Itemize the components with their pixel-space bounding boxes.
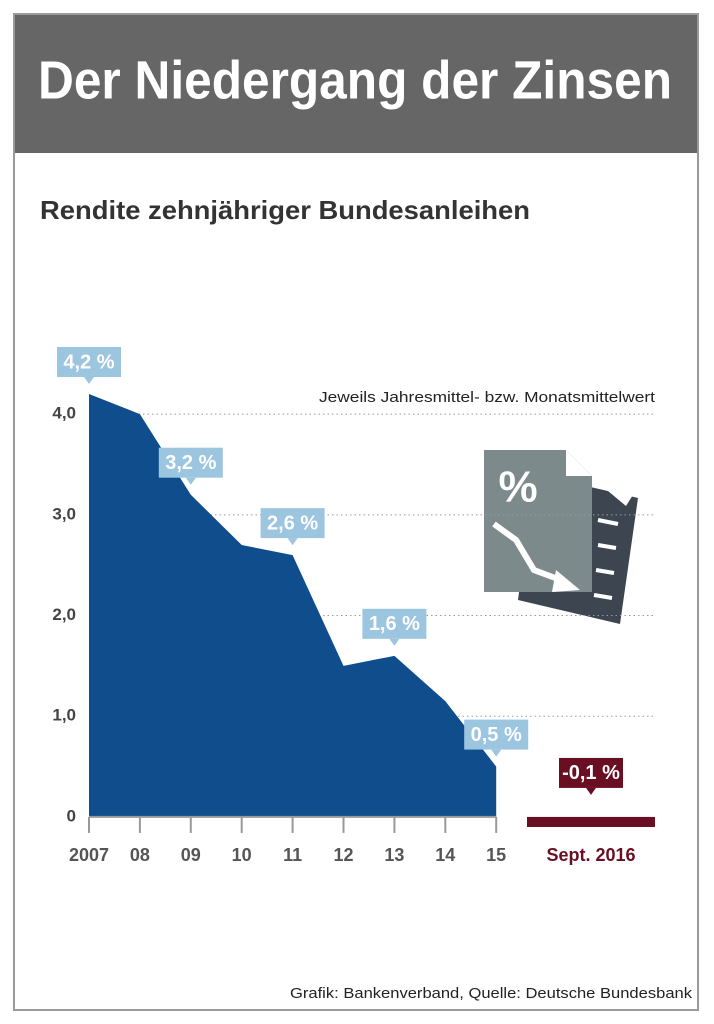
x-tick-label: 2007 <box>69 845 109 865</box>
value-label: 1,6 % <box>369 613 420 635</box>
annotation: Jeweils Jahresmittel- bzw. Monatsmittelw… <box>319 389 656 406</box>
icon-lines <box>593 518 619 600</box>
x-tick-label: 11 <box>283 845 302 865</box>
highlight-category: Sept. 2016 <box>546 845 635 865</box>
x-tick-label: 15 <box>486 845 506 865</box>
x-tick-label: 08 <box>130 845 150 865</box>
value-label-box <box>158 447 223 478</box>
x-tick-label: 14 <box>435 845 455 865</box>
value-label-box <box>362 608 427 639</box>
icon-arrowhead <box>552 570 580 592</box>
icon-fold <box>566 450 592 476</box>
value-label-box <box>464 719 529 750</box>
icon-fold <box>590 476 636 506</box>
source: Grafik: Bankenverband, Quelle: Deutsche … <box>290 985 693 1002</box>
value-label-box <box>559 757 623 788</box>
value-label: 0,5 % <box>471 724 522 746</box>
chart-subtitle: Rendite zehnjähriger Bundesanleihen <box>40 195 530 225</box>
x-tick-label: 10 <box>232 845 252 865</box>
header-band <box>15 15 697 153</box>
highlight-bar <box>527 816 655 827</box>
icon-doc-front <box>484 450 592 592</box>
x-tick-label: 09 <box>181 845 201 865</box>
page-title: Der Niedergang der Zinsen <box>38 50 672 110</box>
value-label-box <box>57 347 121 377</box>
value-label-pointer <box>586 787 596 795</box>
value-label-box <box>260 508 325 539</box>
value-label-pointer <box>84 377 94 384</box>
icon-percent: % <box>498 463 537 512</box>
y-tick-label: 0 <box>67 806 76 825</box>
y-tick-label: 2,0 <box>52 605 76 624</box>
value-label: 2,6 % <box>267 512 318 534</box>
y-tick-label: 1,0 <box>52 706 76 725</box>
x-tick-label: 12 <box>333 845 353 865</box>
value-label: 3,2 % <box>165 452 216 474</box>
value-label: 4,2 % <box>63 351 114 373</box>
x-tick-label: 13 <box>384 845 404 865</box>
value-label-pointer <box>287 538 298 546</box>
value-label: -0,1 % <box>562 762 620 784</box>
y-tick-label: 3,0 <box>52 504 76 523</box>
y-tick-label: 4,0 <box>52 404 76 423</box>
area <box>89 394 497 817</box>
value-label-pointer <box>491 749 502 757</box>
icon-arrow <box>492 521 568 585</box>
value-label-pointer <box>185 477 196 485</box>
icon: % <box>484 450 638 624</box>
value-label-pointer <box>389 638 400 646</box>
